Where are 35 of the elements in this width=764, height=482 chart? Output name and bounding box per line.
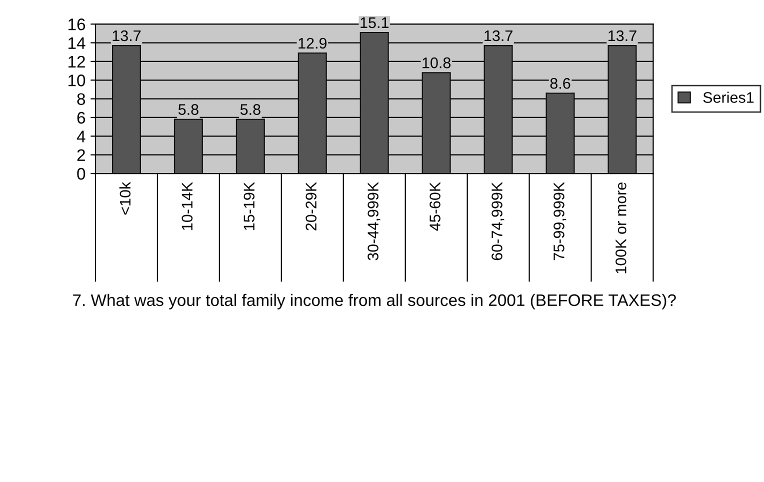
data-label: 5.8 (240, 104, 260, 115)
data-label: 10.8 (422, 57, 451, 68)
data-label: 15.1 (360, 17, 388, 28)
bar (360, 32, 389, 174)
x-tick-label: 75-99,999K (554, 182, 566, 260)
x-tick-label: 15-19K (244, 182, 255, 230)
bar (608, 45, 637, 174)
x-axis-title: 7. What was your total family income from all sources in 2001 (BEFORE TAXES)? (73, 294, 676, 310)
data-label: 13.7 (608, 30, 636, 42)
data-label: 13.7 (112, 30, 141, 42)
data-label: 13.7 (484, 30, 512, 42)
y-tick-label: 6 (77, 112, 86, 124)
data-label: 5.8 (178, 104, 198, 115)
x-tick-label: 10-14K (182, 182, 193, 230)
x-tick-label: 100K or more (616, 182, 626, 274)
bar (112, 45, 141, 174)
y-tick-label: 4 (76, 130, 86, 142)
x-tick-label: 20-29K (306, 182, 316, 230)
y-tick-label: 2 (77, 149, 85, 161)
x-tick-label: <10k (119, 182, 131, 215)
bar (298, 52, 327, 174)
y-tick-label: 0 (77, 168, 86, 180)
x-tick-label: 60-74,999K (492, 182, 504, 260)
legend-label: Series1 (703, 92, 754, 103)
y-tick-label: 12 (68, 56, 85, 68)
x-tick-label: 45-60K (430, 182, 440, 231)
y-tick-label: 8 (77, 93, 86, 106)
data-label: 12.9 (298, 38, 327, 49)
y-tick-label: 16 (68, 18, 86, 30)
bar (422, 72, 451, 174)
bar (484, 45, 513, 174)
y-tick-label: 14 (68, 37, 86, 49)
data-label: 8.6 (550, 78, 570, 89)
y-tick-label: 10 (68, 74, 86, 86)
x-tick-label: 30-44,999K (368, 182, 380, 260)
